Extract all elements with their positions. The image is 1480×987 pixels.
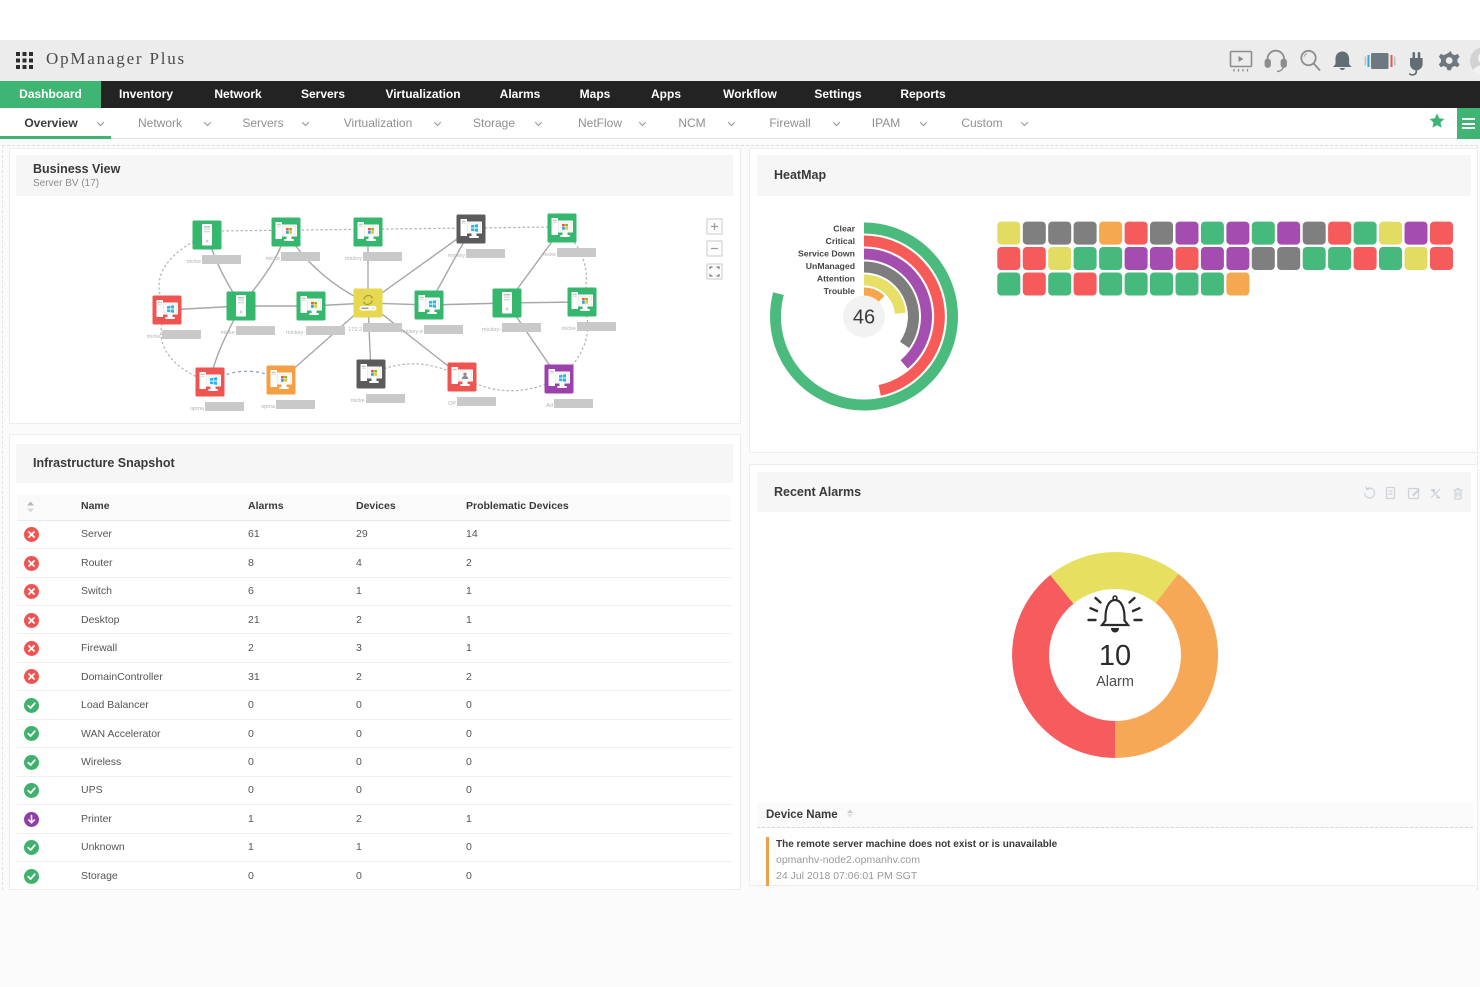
svg-text:OP: OP <box>448 401 456 407</box>
svg-text:UnManaged: UnManaged <box>806 261 855 271</box>
svg-text:micke: micke <box>187 259 201 265</box>
svg-text:Alarm: Alarm <box>1096 674 1134 690</box>
svg-text:mickey-e: mickey-e <box>401 329 423 335</box>
svg-text:172.2: 172.2 <box>348 327 362 333</box>
svg-text:Service Down: Service Down <box>798 249 855 259</box>
svg-text:micke: micke <box>351 398 365 404</box>
svg-text:Critical: Critical <box>826 236 855 246</box>
svg-text:opma: opma <box>190 406 205 412</box>
svg-text:micke: micke <box>221 330 235 336</box>
svg-text:mickey: mickey <box>448 253 465 259</box>
svg-text:Ad: Ad <box>546 403 553 409</box>
svg-text:micke: micke <box>542 252 556 258</box>
svg-text:10: 10 <box>1099 640 1131 672</box>
svg-text:46: 46 <box>853 307 875 329</box>
svg-text:micke: micke <box>562 326 576 332</box>
svg-text:micke: micke <box>147 334 161 340</box>
svg-text:mickey-: mickey- <box>286 330 305 336</box>
svg-text:mickey: mickey <box>345 256 362 262</box>
svg-text:micke: micke <box>266 256 280 262</box>
svg-text:Attention: Attention <box>817 274 855 284</box>
svg-text:Clear: Clear <box>833 224 855 234</box>
svg-text:mickey-: mickey- <box>482 327 501 333</box>
svg-text:opma: opma <box>261 404 276 410</box>
svg-text:Trouble: Trouble <box>824 286 856 296</box>
